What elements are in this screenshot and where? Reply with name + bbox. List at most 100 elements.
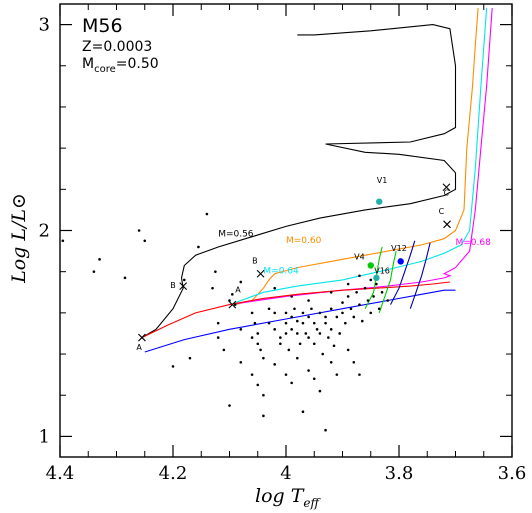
track-line [378, 250, 397, 314]
star-point [197, 245, 200, 249]
star-point [253, 321, 257, 325]
star-point [358, 373, 361, 376]
star-point [358, 303, 361, 306]
star-point [256, 342, 260, 346]
star-point [284, 321, 288, 325]
track-marker [228, 300, 237, 309]
axis-ticks: 4.4 4.2 4 3.8 3.6 1 2 3 [39, 4, 527, 484]
variable-star-label: V16 [374, 267, 390, 276]
variable-star-label: V4 [354, 252, 365, 261]
star-point [307, 299, 310, 302]
star-point [273, 328, 277, 331]
variable-stars: V1 V4 V16 V12 [354, 176, 407, 282]
track-markers: A B A B C C [136, 183, 451, 352]
star-point [338, 332, 341, 335]
x-axis-title: log Teff [255, 485, 321, 510]
variable-star-point [397, 258, 404, 265]
star-point [312, 321, 316, 325]
x-tick-label: 3.8 [385, 463, 414, 484]
star-point [98, 258, 101, 261]
star-point [267, 307, 271, 311]
star-point [329, 328, 333, 331]
star-point [262, 393, 265, 397]
star-point [290, 328, 293, 331]
panel-metallicity: Z=0.0003 [82, 39, 152, 55]
star-point [321, 352, 325, 356]
star-point [372, 295, 375, 298]
star-point [273, 311, 277, 315]
track-line [141, 24, 457, 339]
star-point [290, 381, 293, 385]
star-point [346, 295, 350, 298]
star-point [61, 239, 65, 243]
star-point [216, 321, 220, 325]
star-point [239, 280, 243, 284]
star-point [284, 332, 288, 335]
track-marker-label: B [170, 281, 176, 290]
star-point [386, 299, 390, 302]
star-point [123, 276, 127, 280]
star-point [307, 315, 310, 319]
panel-core-mass: Mcore=0.50 [82, 56, 159, 75]
mass-label: M=0.68 [456, 238, 492, 248]
mass-label: M=0.64 [263, 267, 299, 277]
star-point [290, 315, 293, 319]
star-point [312, 342, 316, 346]
star-point [329, 360, 333, 364]
star-point [335, 315, 339, 319]
star-point [360, 319, 364, 323]
panel-core-mass-main: M [82, 56, 94, 72]
track-line [235, 8, 479, 306]
star-point [188, 356, 192, 360]
star-point [273, 286, 277, 290]
star-point [329, 290, 333, 294]
star-point [366, 299, 370, 302]
star-point [363, 286, 367, 290]
track-line [390, 240, 416, 305]
variable-star-label: V1 [377, 176, 388, 185]
star-point [259, 348, 262, 352]
y-axis-title: Log L/L⊙ [8, 193, 30, 284]
star-point [355, 290, 358, 294]
star-point [346, 348, 350, 352]
track-marker [443, 220, 451, 229]
star-point [318, 332, 322, 335]
star-point [346, 282, 350, 286]
star-point [301, 410, 305, 414]
track-marker-label: C [439, 207, 445, 216]
star-point [296, 356, 299, 360]
star-point [222, 348, 226, 352]
star-point [375, 282, 378, 286]
star-point [279, 336, 282, 339]
x-tick-label: 4 [280, 463, 291, 484]
star-point [183, 278, 186, 282]
evolutionary-tracks [141, 8, 493, 353]
star-point [233, 303, 237, 306]
star-point [335, 373, 339, 376]
star-point [239, 328, 243, 331]
star-point [256, 383, 260, 387]
star-point [205, 212, 209, 216]
star-point [214, 270, 217, 273]
star-point [284, 373, 288, 376]
star-point [312, 377, 316, 381]
track-marker-label: C [444, 188, 450, 197]
panel-title: M56 [82, 15, 123, 37]
x-tick-label: 4.2 [159, 463, 188, 484]
star-point [304, 332, 308, 335]
mass-label: M=0.60 [286, 236, 322, 246]
x-tick-label: 3.6 [498, 463, 527, 484]
star-point [287, 348, 291, 352]
star-point [92, 270, 96, 273]
variable-star-label: V12 [391, 244, 407, 253]
variable-star-point [367, 262, 374, 269]
star-point [307, 369, 310, 372]
star-point [358, 274, 361, 278]
star-point [344, 321, 347, 325]
x-axis-title-main: log T [255, 485, 305, 507]
star-point [369, 278, 373, 282]
variable-star-point [376, 198, 383, 205]
track-marker-label: A [235, 285, 241, 294]
mass-label: M=0.56 [218, 230, 254, 240]
